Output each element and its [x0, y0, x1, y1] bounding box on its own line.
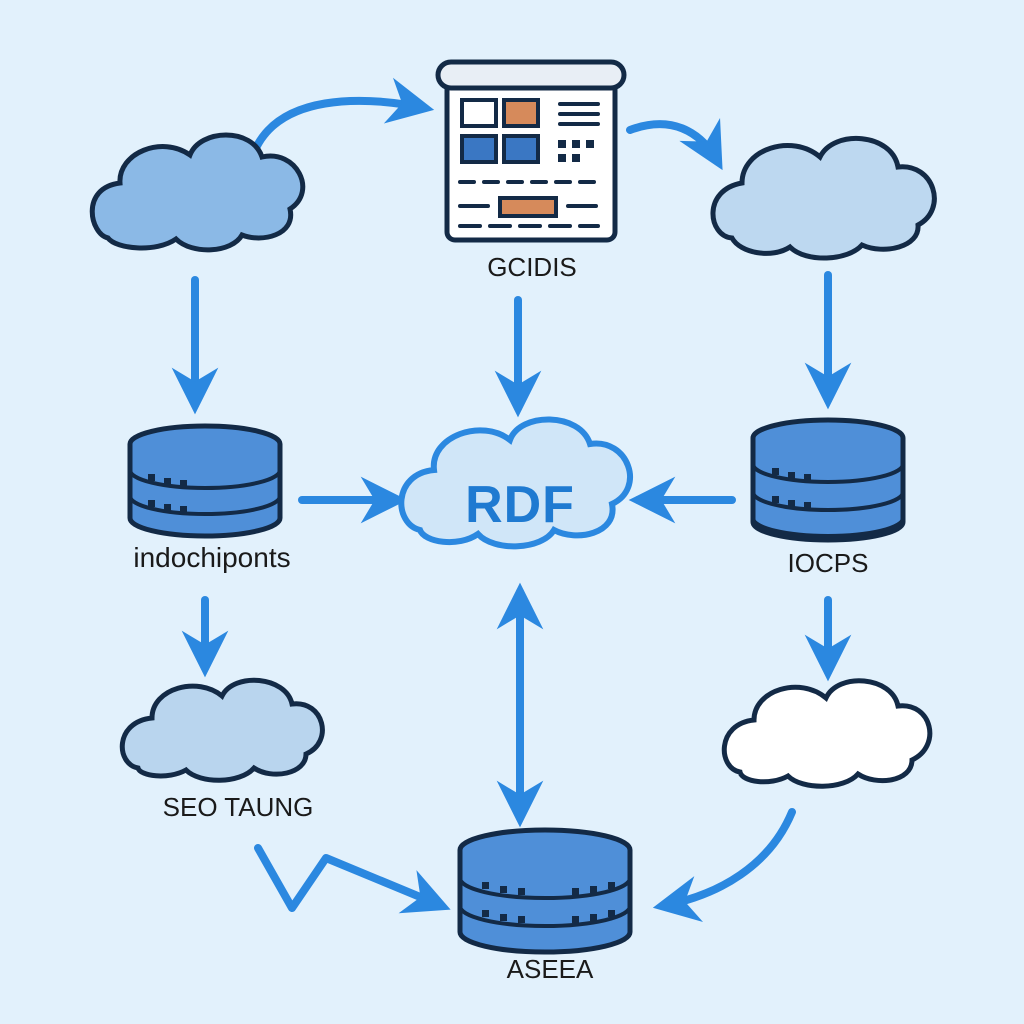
panel-top: [438, 62, 624, 240]
db-right: [753, 420, 903, 540]
db-bottom: [460, 830, 630, 952]
label-panel-top: GCIDIS: [487, 252, 577, 283]
label-db-bottom: ASEEA: [507, 954, 594, 985]
label-cloud-bl: SEO TAUNG: [163, 792, 314, 823]
label-center-rdf: RDF: [465, 475, 575, 535]
db-left: [130, 426, 280, 536]
label-db-right: IOCPS: [788, 548, 869, 579]
label-db-left: indochiponts: [133, 542, 290, 574]
